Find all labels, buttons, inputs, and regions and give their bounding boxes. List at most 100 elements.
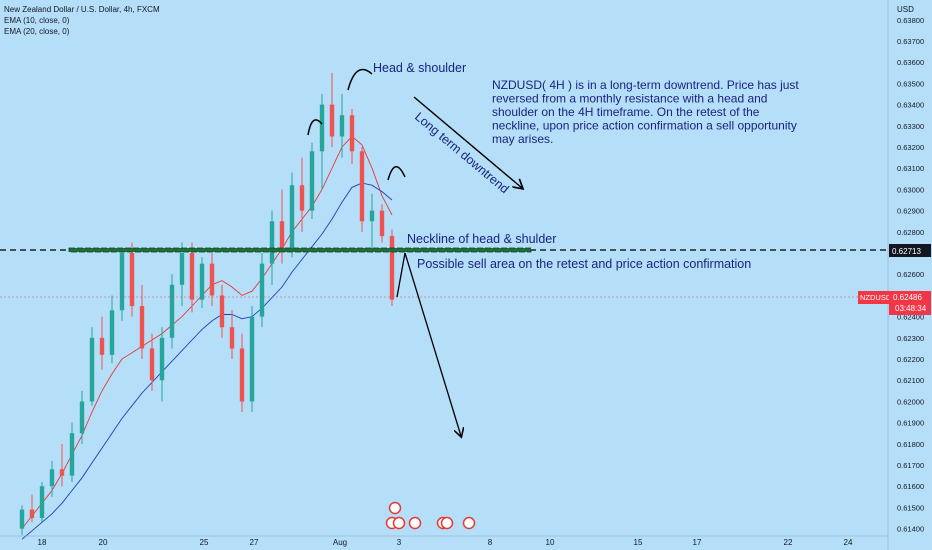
candle[interactable] [179, 242, 185, 307]
head-shoulder-label: Head & shoulder [373, 61, 466, 75]
candle[interactable] [169, 274, 175, 349]
x-tick-label: 15 [634, 538, 643, 547]
y-tick-label: 0.61900 [897, 419, 924, 428]
symbol-title[interactable]: New Zealand Dollar / U.S. Dollar, 4h, FX… [4, 5, 160, 14]
downtrend-arrow [413, 96, 522, 188]
y-tick-label: 0.62200 [897, 355, 924, 364]
x-tick-label: 8 [488, 538, 493, 547]
description-line: shoulder on the 4H timeframe. On the ret… [492, 105, 760, 119]
ema20-line[interactable] [21, 182, 393, 540]
candle[interactable] [99, 316, 105, 370]
description-line: may arises. [492, 132, 553, 146]
left-shoulder-arc [307, 119, 323, 136]
candle[interactable] [359, 147, 365, 232]
neckline-price-tag: 0.62713 [889, 244, 931, 257]
candle[interactable] [339, 94, 345, 158]
ema20-legend[interactable]: EMA (20, close, 0) [4, 27, 70, 36]
x-tick-label: 24 [844, 538, 853, 547]
us-flag-icon[interactable] [392, 516, 406, 530]
sell-area-label: Possible sell area on the retest and pri… [417, 257, 751, 271]
currency-label: USD [897, 5, 914, 14]
candle[interactable] [299, 157, 305, 232]
candle[interactable] [239, 333, 245, 413]
y-tick-label: 0.62600 [897, 270, 924, 279]
candle[interactable] [389, 229, 395, 307]
retest-path [396, 252, 461, 436]
candle[interactable] [319, 94, 325, 190]
x-tick-label: 27 [250, 538, 259, 547]
y-tick-label: 0.63100 [897, 164, 924, 173]
x-tick-label: 22 [784, 538, 793, 547]
candle[interactable] [109, 295, 115, 364]
candle[interactable] [49, 460, 55, 497]
x-tick-label: 10 [546, 538, 555, 547]
candle[interactable] [79, 390, 85, 444]
candle[interactable] [139, 284, 145, 360]
ema-layer [21, 135, 393, 540]
us-flag-icon[interactable] [388, 501, 402, 515]
candle[interactable] [19, 505, 25, 535]
event-icons [385, 501, 476, 530]
candle[interactable] [119, 248, 125, 321]
ema10-line[interactable] [21, 135, 393, 529]
neckline-label: Neckline of head & shulder [407, 232, 556, 246]
candle[interactable] [249, 306, 255, 413]
candle[interactable] [379, 204, 385, 243]
candle[interactable] [349, 108, 355, 164]
us-flag-icon[interactable] [462, 516, 476, 530]
candle[interactable] [219, 284, 225, 338]
bar-countdown: 03:48:34 [895, 304, 927, 313]
candle[interactable] [309, 142, 315, 220]
symbol-tag: NZDUSD [860, 293, 892, 302]
description-block: NZDUSD( 4H ) is in a long-term downtrend… [492, 78, 799, 146]
us-flag-icon[interactable] [440, 516, 454, 530]
y-tick-label: 0.62100 [897, 376, 924, 385]
candle[interactable] [209, 253, 215, 307]
y-tick-label: 0.63500 [897, 79, 924, 88]
candle[interactable] [259, 253, 265, 328]
neckline-zone[interactable] [68, 247, 532, 253]
x-tick-label: 20 [99, 538, 108, 547]
y-tick-label: 0.62000 [897, 397, 924, 406]
y-tick-label: 0.63700 [897, 37, 924, 46]
y-tick-label: 0.61700 [897, 461, 924, 470]
y-tick-label: 0.62900 [897, 207, 924, 216]
candles-layer [19, 72, 395, 535]
candle[interactable] [189, 242, 195, 313]
candle[interactable] [369, 193, 375, 254]
current-price: 0.62486 [893, 293, 922, 302]
y-tick-label: 0.61500 [897, 503, 924, 512]
candle[interactable] [29, 494, 35, 523]
candle[interactable] [289, 172, 295, 258]
candle[interactable] [229, 310, 235, 360]
description-line: neckline, upon price action confirmation… [492, 119, 797, 133]
candle[interactable] [149, 333, 155, 391]
candle[interactable] [59, 443, 65, 487]
candle[interactable] [39, 482, 45, 523]
chart-legend: New Zealand Dollar / U.S. Dollar, 4h, FX… [4, 4, 160, 37]
ema10-legend[interactable]: EMA (10, close, 0) [4, 16, 70, 25]
candle[interactable] [89, 327, 95, 406]
candle[interactable] [69, 422, 75, 482]
candle[interactable] [329, 72, 335, 148]
us-flag-icon[interactable] [408, 516, 422, 530]
y-tick-label: 0.63800 [897, 16, 924, 25]
x-tick-label: 18 [38, 538, 47, 547]
y-tick-label: 0.61400 [897, 525, 924, 534]
y-tick-label: 0.63200 [897, 143, 924, 152]
candle[interactable] [199, 257, 205, 309]
price-axis[interactable]: USD 0.63800 0.63700 0.63600 0.63500 0.63400 0.… [887, 0, 924, 550]
y-tick-label: 0.63000 [897, 185, 924, 194]
time-axis[interactable]: 18 20 25 27 Aug 3 8 10 15 17 22 24 [0, 535, 888, 547]
candle[interactable] [279, 189, 285, 264]
x-tick-label: 3 [397, 538, 402, 547]
y-tick-label: 0.62400 [897, 313, 924, 322]
x-tick-label: Aug [333, 538, 347, 547]
y-tick-label: 0.62800 [897, 228, 924, 237]
y-tick-label: 0.61800 [897, 440, 924, 449]
candle[interactable] [129, 242, 135, 317]
candle[interactable] [159, 327, 165, 402]
neckline-price: 0.62713 [892, 247, 921, 256]
